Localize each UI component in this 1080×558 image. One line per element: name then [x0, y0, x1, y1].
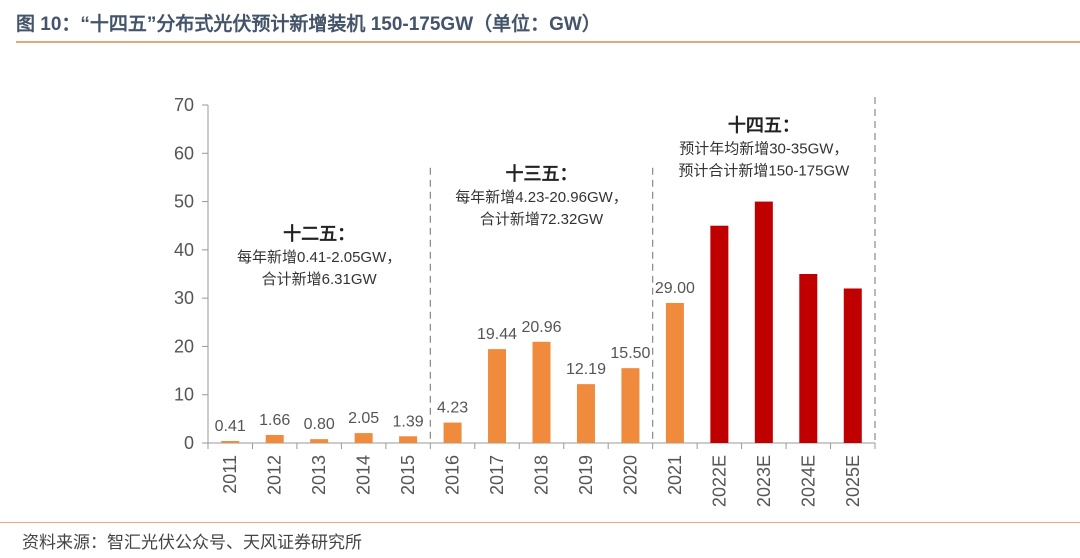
y-tick-label: 40 [174, 240, 194, 260]
annotation-line: 每年新增0.41-2.05GW， [237, 249, 401, 266]
data-label-2014: 2.05 [348, 410, 379, 427]
x-tick-label: 2016 [443, 455, 463, 495]
bar-2021 [665, 302, 684, 443]
bar-2020 [621, 368, 640, 443]
y-tick-label: 0 [184, 433, 194, 453]
annotation-line: 预计年均新增30-35GW， [679, 141, 848, 158]
bar-2025E [843, 288, 862, 443]
annotation-line: 合计新增6.31GW [262, 271, 378, 288]
bars [221, 201, 862, 443]
bar-2016 [443, 422, 462, 443]
x-tick-label: 2014 [354, 455, 374, 495]
data-label-2018: 20.96 [521, 319, 561, 336]
y-tick-label: 60 [174, 143, 194, 163]
bar-2013 [310, 439, 329, 443]
data-label-2012: 1.66 [259, 412, 290, 429]
bar-2015 [399, 436, 418, 443]
x-tick-label: 2025E [843, 455, 863, 507]
x-tick-label: 2024E [798, 455, 818, 507]
chart-axes: 0 10 20 30 40 50 60 70 2011 2012 2013 2014 2015 2016 2… [174, 95, 876, 507]
data-label-2011: 0.41 [215, 418, 246, 435]
x-tick-label: 2021 [665, 455, 685, 495]
x-tick-label: 2013 [309, 455, 329, 495]
x-tick-label: 2023E [754, 455, 774, 507]
bar-2018 [532, 341, 551, 443]
period-dividers [429, 97, 876, 443]
footer-rule [0, 522, 1080, 523]
x-tick-label: 2012 [265, 455, 285, 495]
x-tick-label: 2011 [220, 455, 240, 494]
y-tick-label: 10 [174, 385, 194, 405]
y-tick-label: 70 [174, 95, 194, 115]
x-tick-label: 2017 [487, 455, 507, 495]
y-tick-label: 20 [174, 336, 194, 356]
y-tick-label: 30 [174, 288, 194, 308]
data-label-2013: 0.80 [304, 416, 335, 433]
annotation-line: 每年新增4.23-20.96GW， [455, 189, 628, 206]
bar-chart: 0 10 20 30 40 50 60 70 2011 2012 2013 2014 2015 2016 2… [174, 95, 876, 507]
data-label-2017: 19.44 [477, 326, 517, 343]
data-labels: 0.41 1.66 0.80 2.05 1.39 4.23 19.44 20.96 12.191… [215, 280, 695, 435]
y-tick-label: 50 [174, 192, 194, 212]
x-tick-label: 2015 [398, 455, 418, 495]
period-annotations: 十二五： 每年新增0.41-2.05GW， 合计新增6.31GW 十三五： 每年新增4.… [237, 115, 850, 289]
x-tick-label: 2019 [576, 455, 596, 495]
annotation-line: 预计合计新增150-175GW [678, 163, 850, 180]
bar-2017 [488, 349, 507, 443]
figure-title: 图 10：“十四五”分布式光伏预计新增装机 150-175GW（单位：GW） [16, 14, 601, 35]
data-label-2016: 4.23 [437, 400, 468, 417]
bar-2023E [754, 201, 773, 443]
bar-2019 [576, 384, 595, 443]
x-tick-label: 2018 [532, 455, 552, 495]
bar-2022E [710, 225, 729, 443]
x-tick-label: 2020 [620, 455, 640, 495]
bar-2014 [354, 433, 373, 443]
annotation-heading: 十四五： [728, 115, 800, 136]
bar-2024E [799, 274, 818, 443]
x-tick-label: 2022E [709, 455, 729, 507]
title-underline [16, 41, 1080, 43]
annotation-line: 合计新增72.32GW [480, 211, 604, 228]
bar-2011 [221, 441, 240, 443]
data-label-2021: 29.00 [655, 280, 695, 297]
bar-2012 [265, 434, 284, 443]
data-label-2020: 15.50 [610, 345, 650, 362]
annotation-heading: 十三五： [506, 163, 578, 184]
source-note: 资料来源：智汇光伏公众号、天风证券研究所 [22, 533, 362, 552]
data-label-2015: 1.39 [393, 413, 424, 430]
annotation-heading: 十二五： [283, 223, 355, 244]
data-label-2019: 12.19 [566, 361, 606, 378]
